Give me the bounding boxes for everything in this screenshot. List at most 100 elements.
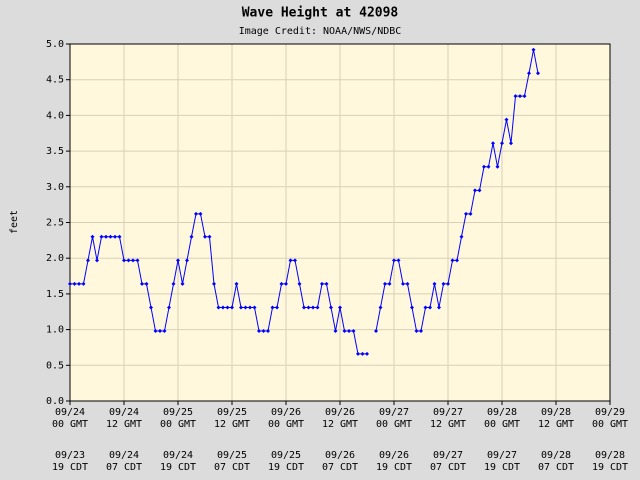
chart-subtitle: Image Credit: NOAA/NWS/NDBC (239, 26, 402, 37)
data-point (486, 164, 491, 169)
data-point (90, 234, 95, 239)
data-point (513, 94, 518, 99)
x-tick-label: 09/28 (595, 450, 625, 461)
data-point (203, 234, 207, 239)
x-tick-label: 09/23 (55, 450, 85, 461)
x-tick-label: 09/27 (433, 407, 463, 418)
data-point (180, 281, 185, 286)
y-tick-label: 4.0 (46, 110, 64, 121)
data-point (392, 258, 396, 263)
x-tick-label: 09/26 (325, 450, 355, 461)
x-tick-label: 09/26 (379, 450, 409, 461)
data-point (522, 94, 527, 99)
x-tick-label: 19 CDT (268, 462, 304, 473)
data-point (531, 47, 536, 52)
y-tick-label: 2.0 (46, 253, 64, 264)
data-point (500, 141, 504, 146)
data-point (95, 258, 99, 263)
x-tick-label: 09/28 (541, 407, 571, 418)
data-point (491, 141, 495, 146)
y-tick-label: 0.5 (46, 360, 64, 371)
data-point (509, 141, 513, 146)
data-point (185, 258, 189, 263)
data-point (437, 305, 441, 310)
x-tick-label: 09/25 (217, 407, 247, 418)
data-point (423, 305, 428, 310)
data-point (387, 281, 392, 286)
data-point (68, 281, 72, 286)
data-point (99, 234, 104, 239)
data-point (378, 305, 383, 310)
y-tick-label: 3.0 (46, 182, 64, 193)
data-point (234, 281, 239, 286)
data-point (248, 305, 252, 310)
data-point (279, 281, 284, 286)
x-tick-label: 19 CDT (376, 462, 412, 473)
data-point (495, 164, 500, 169)
data-point (315, 305, 320, 310)
data-point (333, 329, 338, 334)
plot-area (69, 43, 611, 402)
data-point (284, 281, 288, 286)
data-point (477, 188, 482, 193)
x-tick-label: 09/27 (379, 407, 409, 418)
data-point (176, 258, 180, 263)
y-tick-label: 2.5 (46, 218, 64, 229)
data-point (158, 329, 162, 334)
data-point (77, 281, 81, 286)
x-tick-label: 09/25 (217, 450, 247, 461)
data-point (455, 258, 459, 263)
data-point (216, 305, 221, 310)
data-point (261, 329, 266, 334)
x-tick-label: 09/28 (541, 450, 571, 461)
x-tick-label: 09/24 (109, 450, 139, 461)
data-point (270, 305, 275, 310)
data-point (473, 188, 477, 193)
x-tick-label: 09/26 (271, 407, 301, 418)
data-point (194, 211, 198, 216)
data-point (504, 117, 509, 122)
x-tick-label: 12 GMT (106, 419, 142, 430)
x-tick-label: 07 CDT (430, 462, 466, 473)
data-point (342, 329, 347, 334)
x-tick-label: 19 CDT (484, 462, 520, 473)
data-point (104, 234, 108, 239)
x-tick-label: 09/27 (433, 450, 463, 461)
x-tick-label: 00 GMT (268, 419, 304, 430)
data-point (171, 281, 176, 286)
data-point (527, 71, 531, 76)
data-point (410, 305, 414, 310)
data-point (275, 305, 279, 310)
data-point (162, 329, 167, 334)
data-point (450, 258, 455, 263)
data-point (464, 211, 468, 216)
data-point (446, 281, 450, 286)
data-point (81, 281, 86, 286)
x-tick-label: 09/24 (163, 450, 193, 461)
data-point (459, 234, 464, 239)
data-point (441, 281, 446, 286)
y-tick-label: 1.5 (46, 289, 64, 300)
data-point (338, 305, 342, 310)
y-tick-label: 0.0 (46, 396, 64, 407)
data-point (122, 258, 126, 263)
x-tick-label: 00 GMT (376, 419, 412, 430)
data-point (108, 234, 113, 239)
data-point (266, 329, 270, 334)
data-point (113, 234, 117, 239)
data-point (414, 329, 419, 334)
y-tick-label: 3.5 (46, 146, 64, 157)
x-tick-label: 12 GMT (538, 419, 574, 430)
data-point (365, 351, 369, 356)
x-tick-label: 09/29 (595, 407, 625, 418)
data-point (383, 281, 387, 286)
x-tick-label: 00 GMT (592, 419, 628, 430)
y-tick-label: 4.5 (46, 75, 64, 86)
chart-title: Wave Height at 42098 (242, 6, 399, 21)
data-point (356, 351, 360, 356)
data-point (167, 305, 171, 310)
data-point (401, 281, 405, 286)
data-point (293, 258, 297, 263)
x-tick-label: 12 GMT (430, 419, 466, 430)
